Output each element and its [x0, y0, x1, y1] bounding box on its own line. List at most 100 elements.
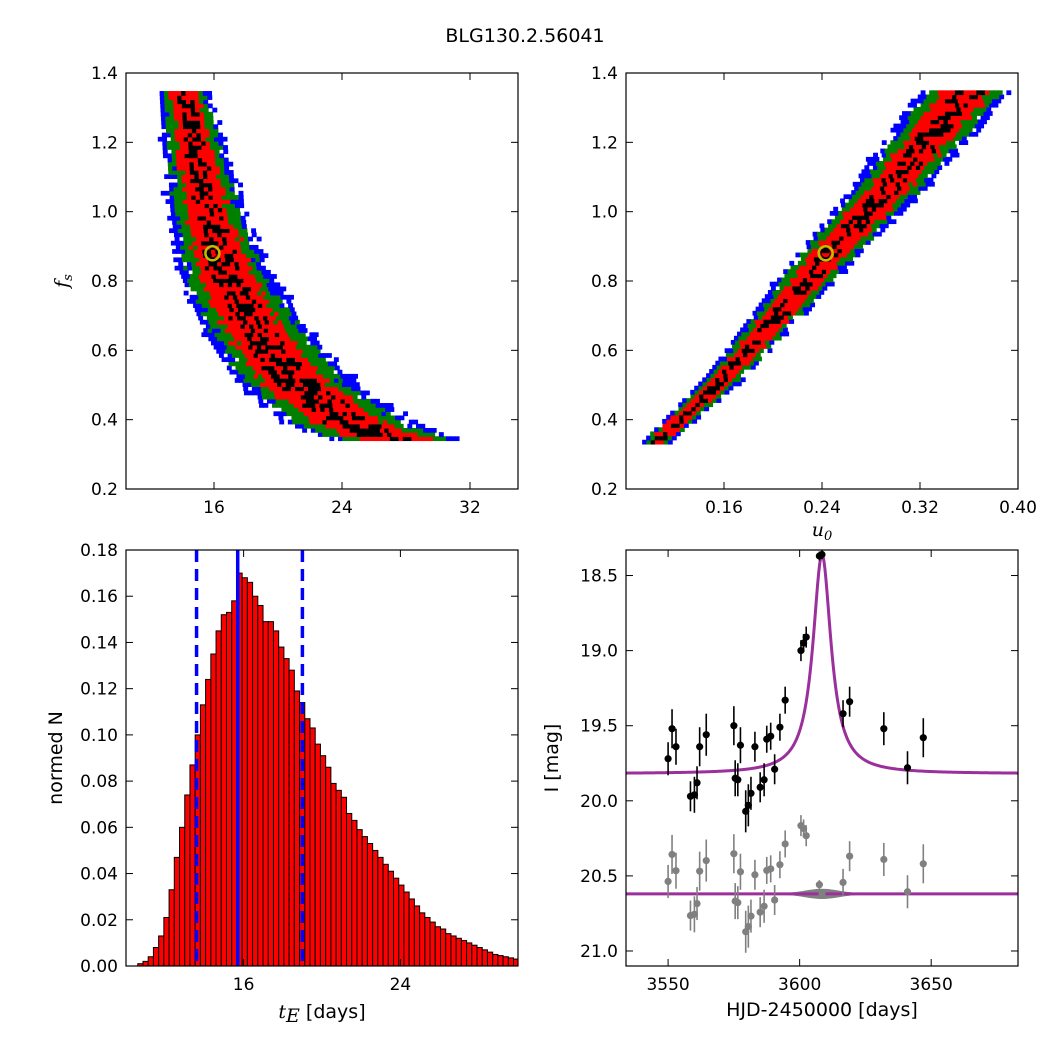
two-sigma-cell — [191, 236, 197, 242]
one-sigma-cell — [809, 256, 815, 262]
one-sigma-cell — [295, 378, 301, 383]
one-sigma-cell — [408, 432, 414, 437]
one-sigma-cell — [833, 248, 839, 254]
two-sigma-cell — [178, 207, 184, 213]
one-sigma-cell — [239, 344, 245, 350]
one-sigma-cell — [853, 202, 859, 208]
two-sigma-cell — [209, 140, 215, 146]
one-sigma-cell — [714, 373, 720, 378]
three-sigma-cell — [843, 194, 849, 200]
one-sigma-cell — [258, 315, 264, 321]
two-sigma-cell — [779, 285, 785, 291]
one-sigma-cell — [931, 136, 937, 141]
best-region-cell — [308, 386, 313, 392]
two-sigma-cell — [772, 335, 778, 341]
one-sigma-cell — [241, 294, 247, 300]
one-sigma-cell — [825, 252, 831, 258]
one-sigma-cell — [267, 340, 273, 346]
best-region-cell — [944, 111, 950, 116]
one-sigma-cell — [897, 148, 903, 154]
three-sigma-cell — [766, 298, 771, 304]
y-tick-label: 0.12 — [80, 680, 118, 700]
one-sigma-cell — [206, 157, 212, 163]
one-sigma-cell — [954, 115, 960, 121]
three-sigma-cell — [740, 377, 746, 383]
one-sigma-cell — [798, 277, 804, 283]
two-sigma-cell — [893, 206, 899, 212]
three-sigma-cell — [454, 436, 460, 442]
best-region-cell — [195, 124, 201, 130]
two-sigma-cell — [755, 352, 761, 358]
best-region-cell — [772, 306, 778, 312]
two-sigma-cell — [747, 323, 753, 329]
one-sigma-cell — [210, 149, 216, 155]
two-sigma-cell — [372, 407, 378, 412]
one-sigma-cell — [226, 236, 232, 242]
two-sigma-cell — [174, 199, 180, 204]
three-sigma-cell — [854, 248, 860, 254]
best-region-cell — [835, 240, 841, 245]
best-region-cell — [242, 307, 248, 313]
one-sigma-cell — [211, 161, 216, 167]
three-sigma-cell — [178, 261, 184, 267]
one-sigma-cell — [191, 115, 197, 121]
one-sigma-cell — [751, 335, 756, 341]
two-sigma-cell — [868, 231, 874, 237]
two-sigma-cell — [342, 386, 348, 392]
one-sigma-cell — [905, 161, 911, 166]
two-sigma-cell — [292, 323, 298, 329]
best-region-cell — [212, 261, 218, 267]
one-sigma-cell — [808, 252, 814, 258]
one-sigma-cell — [864, 231, 869, 237]
two-sigma-cell — [227, 211, 233, 217]
best-region-cell — [225, 228, 231, 234]
one-sigma-cell — [313, 365, 319, 371]
best-region-cell — [307, 382, 313, 387]
two-sigma-cell — [713, 369, 719, 374]
best-region-cell — [897, 161, 903, 166]
one-sigma-cell — [313, 415, 318, 421]
three-sigma-cell — [774, 281, 779, 287]
two-sigma-cell — [838, 210, 844, 216]
three-sigma-cell — [983, 111, 989, 116]
one-sigma-cell — [221, 319, 227, 325]
two-sigma-cell — [931, 161, 937, 166]
one-sigma-cell — [830, 235, 836, 241]
one-sigma-cell — [876, 206, 881, 212]
best-region-cell — [695, 402, 701, 408]
two-sigma-cell — [890, 140, 896, 146]
best-region-cell — [944, 98, 950, 104]
two-sigma-cell — [173, 190, 179, 196]
best-region-cell — [815, 260, 820, 266]
two-sigma-cell — [285, 307, 291, 313]
best-region-cell — [197, 157, 203, 163]
two-sigma-cell — [206, 315, 212, 321]
one-sigma-cell — [298, 407, 304, 412]
one-sigma-cell — [904, 181, 910, 187]
two-sigma-cell — [964, 119, 970, 125]
one-sigma-cell — [309, 373, 315, 379]
three-sigma-cell — [163, 153, 168, 159]
best-region-cell — [339, 419, 345, 425]
two-sigma-cell — [252, 269, 258, 275]
two-sigma-cell — [882, 219, 888, 225]
two-sigma-cell — [350, 436, 356, 442]
two-sigma-cell — [368, 411, 374, 417]
one-sigma-cell — [193, 157, 199, 163]
two-sigma-cell — [284, 398, 290, 404]
three-sigma-cell — [413, 419, 419, 425]
three-sigma-cell — [881, 140, 887, 146]
one-sigma-cell — [205, 211, 211, 217]
two-sigma-cell — [800, 256, 806, 262]
two-sigma-cell — [315, 348, 321, 354]
best-region-cell — [207, 224, 213, 229]
three-sigma-cell — [167, 157, 173, 163]
best-region-cell — [304, 390, 310, 396]
three-sigma-cell — [389, 407, 395, 412]
one-sigma-cell — [920, 152, 926, 158]
three-sigma-cell — [256, 236, 262, 242]
three-sigma-cell — [872, 231, 878, 237]
two-sigma-cell — [258, 274, 264, 279]
best-region-cell — [741, 348, 747, 354]
two-sigma-cell — [224, 178, 230, 184]
